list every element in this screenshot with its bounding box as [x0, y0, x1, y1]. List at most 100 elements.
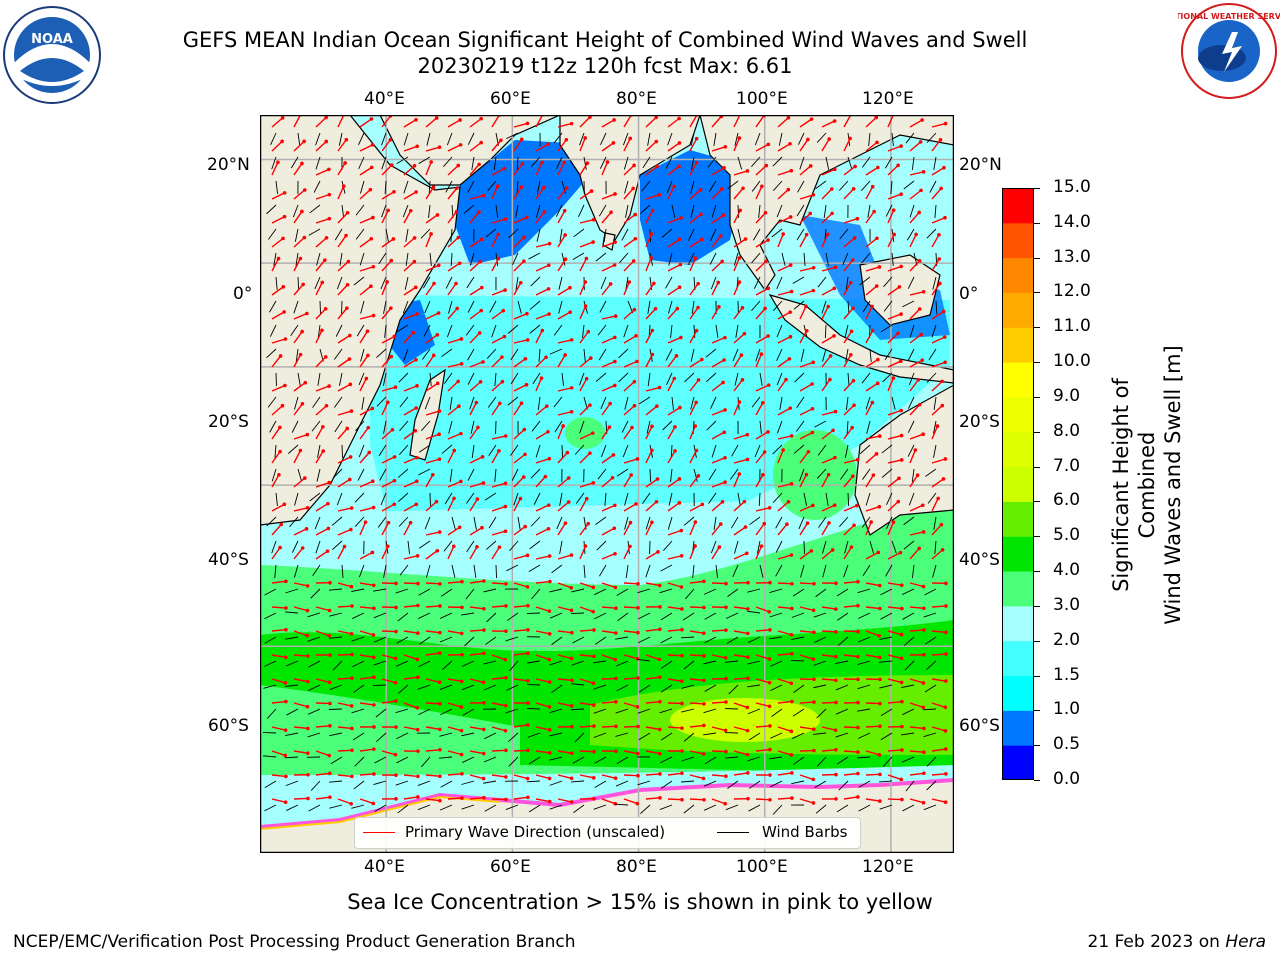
wave-direction-arrowhead [722, 358, 726, 362]
wave-direction-arrow [425, 354, 435, 368]
wave-direction-arrow [667, 502, 680, 512]
wave-direction-arrow [337, 630, 352, 635]
wave-direction-arrowhead [811, 503, 815, 508]
wind-barb [817, 444, 827, 456]
wave-direction-arrowhead [569, 656, 574, 661]
wave-direction-arrow [359, 702, 374, 706]
wave-direction-arrowhead [922, 628, 926, 632]
wave-direction-arrowhead [547, 241, 552, 246]
wave-direction-arrow [535, 750, 550, 754]
wave-direction-arrowhead [944, 652, 948, 656]
wave-direction-arrowhead [279, 522, 284, 527]
wave-direction-arrow [799, 165, 812, 176]
wind-barb [271, 468, 277, 482]
wave-direction-arrow [381, 238, 394, 248]
wave-direction-arrow [865, 582, 880, 587]
wind-barb [407, 540, 411, 554]
wind-barb [467, 300, 475, 313]
colorbar-tick-mark [1034, 501, 1040, 503]
wind-barb [462, 756, 475, 763]
wave-direction-arrow [865, 141, 878, 152]
wind-barb [395, 708, 409, 714]
wind-barb [428, 204, 431, 218]
wave-direction-arrowhead [804, 232, 809, 237]
wave-direction-arrowhead [392, 455, 397, 459]
wave-direction-arrowhead [349, 409, 354, 413]
wind-barb [554, 420, 563, 433]
wave-direction-arrowhead [350, 748, 354, 753]
wind-barb [527, 732, 541, 738]
wave-direction-arrowhead [371, 801, 376, 806]
wave-direction-arrowhead [591, 585, 596, 590]
wind-barb [885, 156, 893, 169]
wind-barb [726, 612, 739, 619]
wave-direction-arrowhead [834, 654, 838, 659]
wave-direction-arrow [557, 311, 571, 320]
wind-barb [528, 252, 541, 260]
wave-direction-arrow [337, 726, 352, 730]
wave-direction-arrowhead [323, 355, 328, 359]
wind-barb [376, 348, 387, 359]
wave-direction-arrowhead [856, 603, 860, 608]
wind-barb [885, 564, 893, 577]
wave-direction-arrowhead [347, 477, 352, 482]
wind-barb [385, 228, 389, 242]
wave-direction-arrowhead [724, 581, 728, 586]
wave-direction-arrowhead [591, 776, 596, 780]
wave-direction-arrowhead [941, 477, 946, 481]
wave-direction-arrowhead [457, 261, 462, 266]
wave-direction-arrow [689, 503, 703, 512]
wave-direction-arrowhead [856, 677, 860, 682]
wind-barb [901, 756, 915, 763]
wave-direction-arrow [887, 798, 903, 801]
wave-direction-arrow [315, 426, 324, 440]
wind-barb [793, 684, 805, 694]
wave-direction-arrow [293, 211, 303, 224]
wave-direction-arrowhead [414, 117, 418, 122]
wave-direction-arrowhead [526, 651, 530, 656]
wave-direction-arrowhead [546, 142, 550, 146]
wave-direction-arrow [469, 456, 483, 464]
wave-direction-arrow [601, 553, 616, 560]
wave-direction-arrowhead [589, 189, 594, 193]
wave-direction-arrowhead [478, 259, 483, 264]
wave-direction-arrowhead [371, 313, 376, 318]
wave-direction-arrowhead [347, 357, 352, 361]
wave-direction-arrow [359, 676, 374, 680]
wind-barb [705, 348, 717, 358]
wave-direction-arrowhead [922, 726, 926, 731]
wind-barb [772, 444, 783, 455]
wind-barb [909, 324, 915, 338]
wave-direction-arrow [425, 678, 440, 683]
wave-direction-arrow [535, 405, 548, 416]
wave-direction-arrowhead [345, 210, 350, 215]
wind-barb [329, 636, 343, 639]
wave-direction-arrow [865, 186, 874, 200]
wave-direction-arrowhead [677, 477, 682, 481]
wave-direction-arrowhead [781, 232, 786, 236]
wave-direction-arrowhead [304, 527, 309, 531]
wave-direction-arrowhead [789, 753, 794, 757]
wave-direction-arrow [755, 185, 763, 200]
wind-barb [624, 180, 629, 194]
wave-direction-arrowhead [612, 263, 617, 267]
wave-direction-arrowhead [503, 703, 508, 708]
wave-direction-arrow [579, 331, 589, 344]
wind-barb [593, 732, 607, 738]
wind-barb [847, 156, 853, 170]
wave-direction-arrow [887, 477, 900, 488]
wave-direction-arrow [359, 551, 373, 560]
wind-barb [842, 252, 849, 266]
wave-direction-arrowhead [548, 750, 552, 755]
wave-direction-arrow [755, 335, 769, 344]
wave-direction-arrowhead [804, 304, 808, 309]
wave-direction-arrow [909, 308, 921, 320]
wind-barb [336, 492, 343, 506]
wind-barb [642, 492, 651, 504]
wave-direction-arrow [733, 137, 741, 152]
wind-barb [297, 372, 301, 386]
lat-tick-left: 60°S [208, 716, 249, 736]
wind-barb [737, 228, 742, 242]
wave-direction-arrow [909, 702, 924, 709]
wave-direction-arrow [403, 119, 417, 128]
